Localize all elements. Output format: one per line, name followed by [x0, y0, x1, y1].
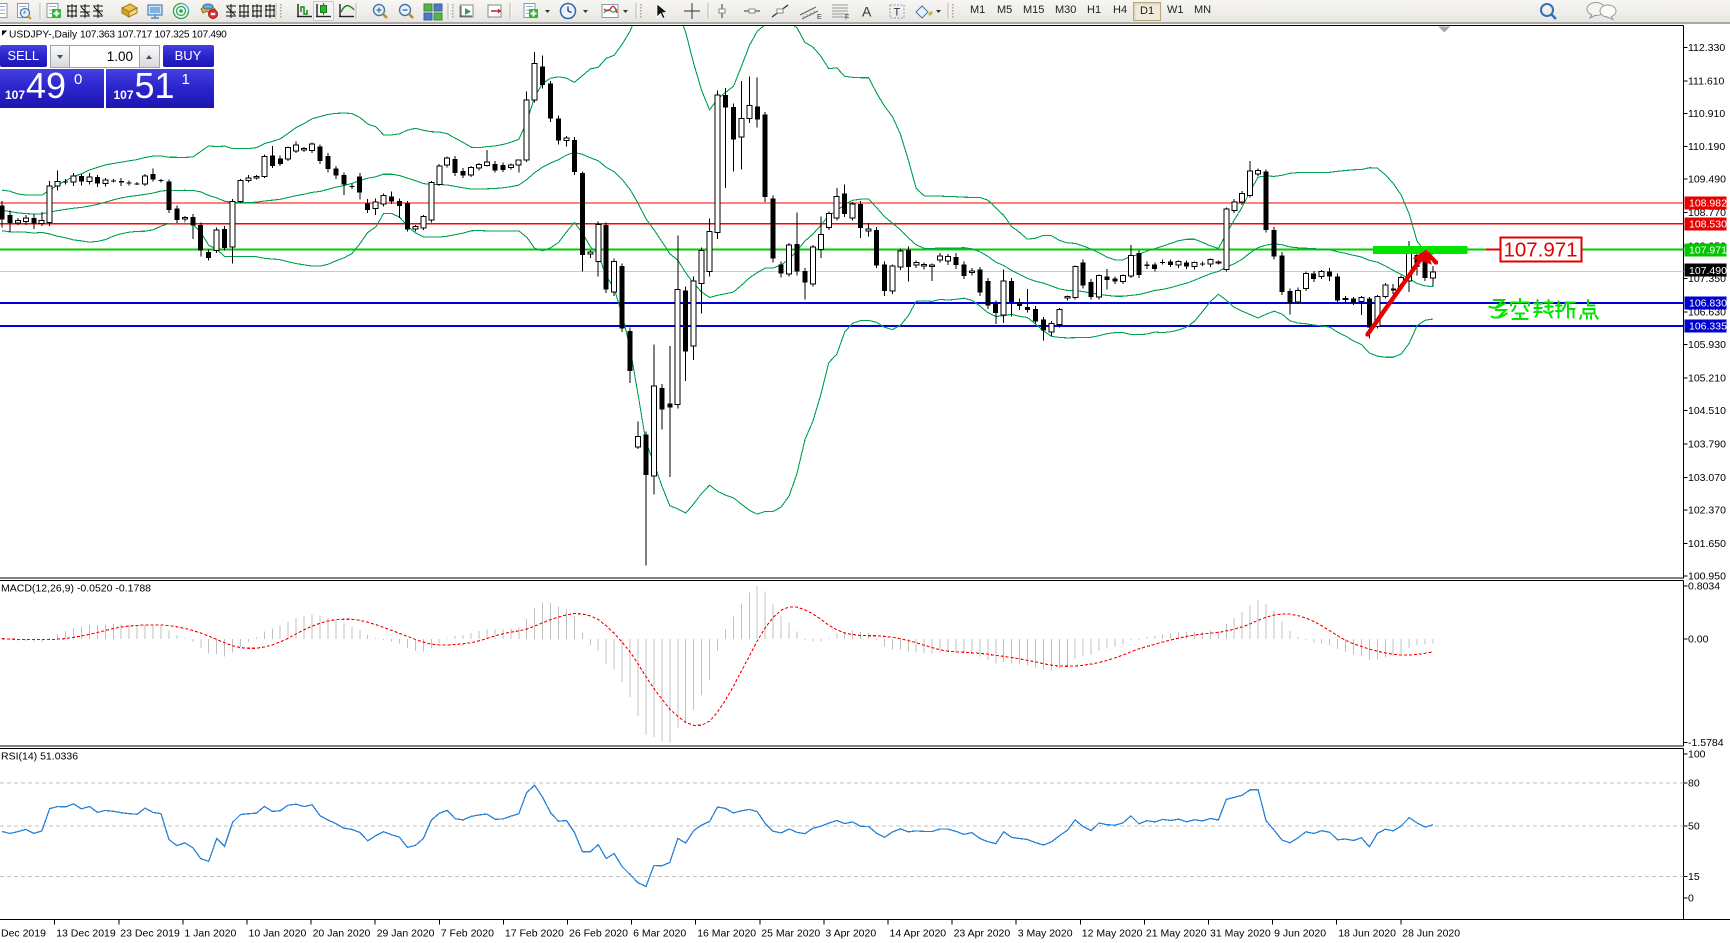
svg-text:28 Jun 2020: 28 Jun 2020: [1402, 928, 1460, 940]
svg-text:26 Feb 2020: 26 Feb 2020: [569, 928, 628, 940]
svg-text:T: T: [894, 7, 901, 19]
svg-text:0.00: 0.00: [1688, 633, 1709, 645]
svg-text:1 Jan 2020: 1 Jan 2020: [184, 928, 236, 940]
svg-text:7 Feb 2020: 7 Feb 2020: [441, 928, 494, 940]
svg-text:21 May 2020: 21 May 2020: [1146, 928, 1207, 940]
svg-text:101.650: 101.650: [1688, 538, 1726, 550]
svg-text:102.370: 102.370: [1688, 505, 1726, 517]
svg-text:13 Dec 2019: 13 Dec 2019: [56, 928, 116, 940]
svg-text:0: 0: [1688, 893, 1694, 905]
svg-text:0.8034: 0.8034: [1688, 581, 1720, 593]
svg-text:Dec 2019: Dec 2019: [1, 928, 46, 940]
svg-text:100.950: 100.950: [1688, 571, 1726, 583]
svg-text:107.490: 107.490: [1689, 265, 1727, 277]
svg-text:F: F: [845, 15, 849, 22]
svg-text:16 Mar 2020: 16 Mar 2020: [697, 928, 756, 940]
svg-text:31 May 2020: 31 May 2020: [1210, 928, 1271, 940]
svg-text:108.982: 108.982: [1689, 198, 1727, 210]
svg-text:3 May 2020: 3 May 2020: [1018, 928, 1073, 940]
svg-text:RSI(14) 51.0336: RSI(14) 51.0336: [1, 751, 78, 763]
svg-text:25 Mar 2020: 25 Mar 2020: [761, 928, 820, 940]
svg-text:USDJPY-,Daily: USDJPY-,Daily: [9, 30, 78, 41]
svg-text:9 Jun 2020: 9 Jun 2020: [1274, 928, 1326, 940]
svg-text:23 Dec 2019: 23 Dec 2019: [120, 928, 180, 940]
svg-text:110.910: 110.910: [1688, 108, 1725, 120]
svg-text:18 Jun 2020: 18 Jun 2020: [1338, 928, 1396, 940]
svg-text:50: 50: [1688, 821, 1700, 833]
svg-text:-1.5784: -1.5784: [1688, 737, 1724, 749]
svg-text:108.770: 108.770: [1688, 207, 1726, 219]
svg-text:E: E: [817, 14, 822, 21]
svg-text:106.335: 106.335: [1689, 321, 1727, 333]
svg-text:23 Apr 2020: 23 Apr 2020: [954, 928, 1011, 940]
svg-text:3 Apr 2020: 3 Apr 2020: [825, 928, 876, 940]
svg-text:106.830: 106.830: [1689, 298, 1727, 310]
svg-text:108.530: 108.530: [1689, 219, 1727, 231]
svg-text:110.190: 110.190: [1688, 141, 1725, 153]
svg-text:20 Jan 2020: 20 Jan 2020: [313, 928, 371, 940]
svg-text:80: 80: [1688, 777, 1700, 789]
svg-text:15: 15: [1688, 871, 1700, 883]
svg-text:107.971: 107.971: [1503, 239, 1577, 262]
svg-text:100: 100: [1688, 749, 1706, 761]
svg-text:105.930: 105.930: [1688, 339, 1726, 351]
svg-text:112.330: 112.330: [1688, 42, 1725, 54]
svg-text:6 Mar 2020: 6 Mar 2020: [633, 928, 686, 940]
svg-text:109.490: 109.490: [1688, 174, 1726, 186]
svg-text:107.363 107.717 107.325 107.49: 107.363 107.717 107.325 107.490: [80, 30, 227, 41]
svg-text:10 Jan 2020: 10 Jan 2020: [249, 928, 307, 940]
svg-text:12 May 2020: 12 May 2020: [1082, 928, 1143, 940]
svg-text:103.070: 103.070: [1688, 472, 1726, 484]
svg-text:104.510: 104.510: [1688, 405, 1726, 417]
svg-text:14 Apr 2020: 14 Apr 2020: [890, 928, 947, 940]
svg-text:105.210: 105.210: [1688, 373, 1726, 385]
svg-text:MACD(12,26,9) -0.0520 -0.1788: MACD(12,26,9) -0.0520 -0.1788: [1, 583, 151, 595]
svg-text:111.610: 111.610: [1688, 75, 1725, 87]
svg-text:29 Jan 2020: 29 Jan 2020: [377, 928, 435, 940]
svg-text:103.790: 103.790: [1688, 439, 1726, 451]
svg-text:107.971: 107.971: [1689, 245, 1727, 257]
svg-text:A: A: [862, 4, 872, 20]
svg-text:17 Feb 2020: 17 Feb 2020: [505, 928, 564, 940]
svg-text:106.630: 106.630: [1688, 307, 1726, 319]
